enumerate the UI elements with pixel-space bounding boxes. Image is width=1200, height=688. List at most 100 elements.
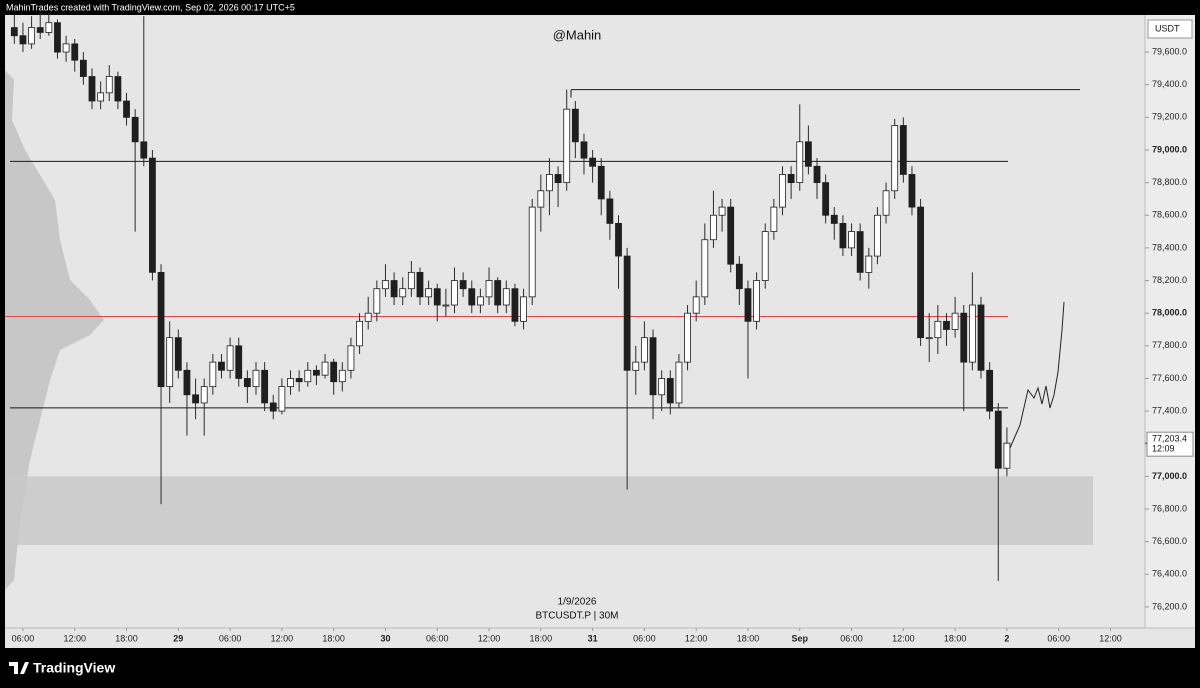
candle-body	[28, 27, 35, 45]
candle-body	[71, 43, 79, 61]
chart-area	[5, 15, 1195, 648]
candle-body	[744, 288, 752, 322]
candle-body	[347, 345, 355, 371]
candle-body	[252, 369, 260, 388]
candle-body	[658, 378, 666, 396]
candle-body	[425, 288, 433, 298]
candle-body	[787, 174, 795, 184]
candle-body	[451, 280, 458, 306]
credit: MahinTrades created with TradingView.com…	[6, 2, 295, 12]
candle-body	[856, 231, 864, 273]
x-tick-label: 12:00	[1099, 633, 1122, 643]
candle-body	[615, 223, 622, 257]
candle-body	[675, 361, 683, 404]
candle-body	[977, 304, 985, 371]
y-tick-label: 76,200.0	[1152, 601, 1187, 611]
candle-body	[623, 255, 631, 371]
candle-body	[830, 214, 838, 224]
candle-body	[295, 378, 303, 383]
candle-body	[416, 271, 424, 298]
candle-body	[597, 165, 605, 200]
candle-body	[511, 288, 519, 322]
currency-box	[1147, 19, 1193, 39]
candle-body	[261, 369, 269, 404]
candle-body	[338, 369, 346, 383]
candle-body	[226, 345, 234, 371]
x-tick-label: Sep	[791, 633, 808, 643]
candle-body	[269, 402, 277, 412]
candle-body	[304, 369, 312, 383]
candle-body	[718, 206, 726, 216]
y-tick-label: 78,800.0	[1152, 177, 1187, 187]
candle-body	[174, 337, 182, 371]
candle-body	[166, 337, 174, 388]
candle-body	[943, 320, 950, 330]
candle-body	[735, 263, 743, 290]
candle-body	[243, 378, 251, 388]
candle-body	[580, 141, 588, 159]
candle-body	[459, 280, 467, 290]
y-tick-label: 79,600.0	[1152, 46, 1187, 56]
candle-body	[278, 386, 286, 412]
volume-profile	[5, 70, 104, 590]
candle-body	[433, 288, 441, 306]
candle-body	[684, 312, 691, 363]
candle-body	[235, 345, 243, 379]
candle-body	[874, 214, 881, 257]
y-tick-label: 79,200.0	[1152, 112, 1187, 122]
x-tick-label: 12:00	[892, 633, 915, 643]
candle-body	[701, 239, 709, 298]
x-tick-label: 18:00	[322, 633, 345, 643]
x-tick-label: 12:00	[685, 633, 708, 643]
y-tick-label: 77,000.0	[1152, 471, 1187, 481]
candle-body	[330, 361, 338, 383]
candle-body	[54, 22, 61, 53]
candle-body	[200, 386, 208, 404]
currency: USDT	[1155, 23, 1180, 33]
candle-body	[373, 288, 381, 314]
chart-title: @Mahin	[553, 27, 602, 42]
candle-body	[934, 320, 942, 339]
candle-body	[848, 231, 855, 249]
candle-body	[442, 304, 450, 307]
y-tick-label: 77,800.0	[1152, 340, 1187, 350]
candle-body	[192, 394, 199, 404]
candle-body	[123, 100, 130, 118]
y-tick-label: 77,400.0	[1152, 405, 1187, 415]
logo	[9, 662, 29, 674]
candle-body	[882, 190, 890, 216]
candle-body	[546, 174, 553, 192]
candle-body	[140, 141, 148, 159]
x-tick-label: 06:00	[12, 633, 35, 643]
candle-body	[692, 296, 700, 314]
candle-body	[761, 231, 769, 281]
candle-body	[485, 280, 493, 298]
candle-body	[1003, 442, 1011, 469]
y-tick-label: 78,600.0	[1152, 210, 1187, 220]
candle-body	[105, 76, 113, 94]
candle-body	[36, 27, 44, 33]
candle-body	[19, 35, 27, 45]
candle-body	[908, 174, 916, 208]
candle-body	[157, 271, 165, 388]
x-tick-label: 30	[380, 633, 390, 643]
candle-body	[97, 92, 105, 102]
candle-body	[399, 288, 407, 298]
candle-body	[649, 337, 657, 396]
candle-body	[131, 116, 139, 143]
y-tick-label: 78,200.0	[1152, 275, 1187, 285]
x-tick-label: 06:00	[426, 633, 449, 643]
candle-body	[925, 337, 933, 340]
candle-body	[62, 43, 70, 53]
candle-body	[779, 174, 786, 208]
candle-body	[917, 206, 924, 339]
x-tick-label: 29	[173, 633, 183, 643]
last-price: 77,203.4	[1152, 434, 1187, 444]
candle-body	[951, 312, 959, 330]
candle-body	[209, 361, 217, 388]
candle-body	[710, 214, 717, 241]
candle-body	[382, 280, 389, 290]
candle-body	[114, 76, 122, 102]
candle-body	[494, 280, 502, 306]
